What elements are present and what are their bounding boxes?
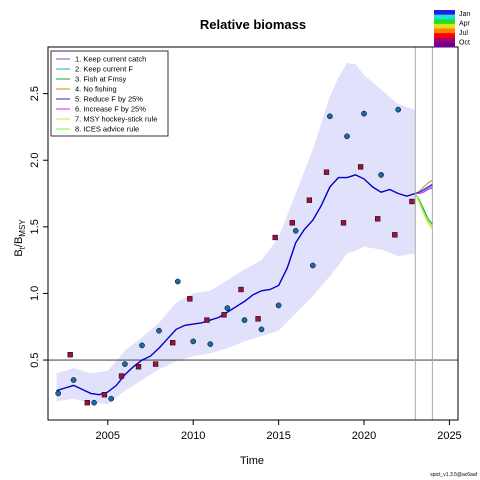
observation-circle	[241, 317, 248, 323]
y-label-sub-msy: MSY	[18, 219, 27, 237]
observation-square	[221, 312, 227, 318]
colorbar-segment	[434, 42, 455, 48]
observation-circle	[361, 110, 367, 117]
season-colorbar: Jan Apr Jul Oct	[434, 10, 471, 48]
observation-circle	[139, 342, 145, 349]
observation-circle	[156, 327, 162, 334]
colorbar-segment	[434, 23, 455, 29]
observation-circle	[344, 133, 350, 140]
plot-frame	[47, 46, 459, 421]
observation-circle	[55, 390, 62, 397]
legend-entry-2: 2. Keep current F	[75, 65, 133, 74]
observation-circle	[207, 341, 214, 347]
observation-circle	[292, 227, 299, 234]
y-tick-label: 1.0	[29, 286, 41, 301]
observation-square	[272, 234, 278, 241]
y-label-base: B	[13, 249, 25, 256]
y-tick-label: 0.5	[29, 352, 41, 367]
observation-square	[340, 220, 347, 226]
forecast-line-4	[415, 179, 433, 194]
observation-square	[357, 164, 364, 170]
colorbar-segment	[434, 28, 455, 34]
observation-circle	[395, 106, 402, 113]
legend-entry-4: 4. No fishing	[75, 85, 117, 94]
observation-square	[84, 400, 90, 406]
y-label-sub-t: t	[18, 246, 27, 249]
colorbar-label-apr: Apr	[459, 21, 471, 28]
biomass-estimate-line	[56, 174, 416, 396]
x-axis-label: Time	[240, 455, 264, 467]
forecast-line-8	[414, 193, 433, 228]
x-tick-label: 2005	[96, 430, 120, 442]
observation-square	[170, 340, 176, 346]
y-axis-label: Bt/BMSY	[13, 219, 27, 257]
observation-circle	[174, 278, 181, 285]
observation-square	[306, 197, 313, 203]
y-tick-label: 2.0	[29, 153, 41, 168]
observation-circle	[91, 399, 97, 406]
observation-circle	[190, 338, 197, 345]
colorbar-label-jul: Jul	[459, 30, 468, 37]
observation-square	[187, 296, 193, 302]
observation-square	[238, 286, 244, 293]
observation-circle	[327, 113, 333, 120]
colorbar-label-jan: Jan	[459, 11, 470, 18]
observation-square	[409, 198, 415, 205]
observation-square	[118, 373, 125, 379]
legend-entry-8: 8. ICES advice rule	[75, 125, 139, 134]
forecast-line-5	[415, 183, 433, 194]
observation-square	[101, 392, 108, 398]
legend-entry-1: 1. Keep current catch	[75, 55, 146, 64]
observation-square	[255, 316, 261, 322]
legend-entry-7: 7. MSY hockey-stick rule	[75, 115, 157, 124]
observation-square	[289, 220, 295, 226]
colorbar-segment	[434, 10, 455, 16]
observation-circle	[224, 305, 231, 311]
observation-square	[392, 232, 398, 238]
observation-circle	[258, 326, 265, 333]
chart-title: Relative biomass	[200, 17, 306, 32]
observation-square	[67, 352, 73, 358]
confidence-band	[56, 63, 416, 404]
colorbar-segment	[434, 19, 455, 25]
colorbar-segment	[434, 33, 455, 39]
legend-box	[50, 50, 169, 137]
legend-entry-5: 5. Reduce F by 25%	[75, 95, 143, 104]
observation-circle	[108, 395, 115, 402]
plot-area: 2005 2010 2015 2020 2025 0.5 1.0 1.5 2.0 2.5	[29, 46, 462, 442]
observation-circle	[309, 262, 316, 269]
observation-circle	[275, 302, 282, 309]
legend-entry-3: 3. Fish at Fmsy	[75, 75, 127, 84]
forecast-line-6	[415, 187, 433, 194]
observation-square	[323, 169, 330, 175]
observation-square	[204, 317, 210, 323]
observation-circle	[122, 361, 128, 367]
colorbar-segment	[434, 37, 455, 43]
y-label-sep: /B	[13, 237, 25, 247]
observation-square	[135, 364, 142, 370]
x-tick-label: 2010	[181, 430, 205, 442]
x-tick-label: 2025	[437, 430, 461, 442]
colorbar-segment	[434, 14, 455, 20]
y-tick-label: 1.5	[29, 219, 41, 234]
observation-square	[375, 216, 381, 222]
y-tick-label: 2.5	[29, 86, 41, 101]
x-tick-label: 2020	[352, 430, 376, 442]
colorbar-label-oct: Oct	[459, 40, 470, 47]
observation-circle	[378, 172, 384, 178]
observation-circle	[70, 377, 77, 383]
legend-entry-6: 6. Increase F by 25%	[75, 105, 146, 114]
version-footnote: spict_v1.3.5@ac6aaf	[430, 472, 477, 478]
observation-square	[152, 361, 159, 367]
x-tick-label: 2015	[266, 430, 290, 442]
